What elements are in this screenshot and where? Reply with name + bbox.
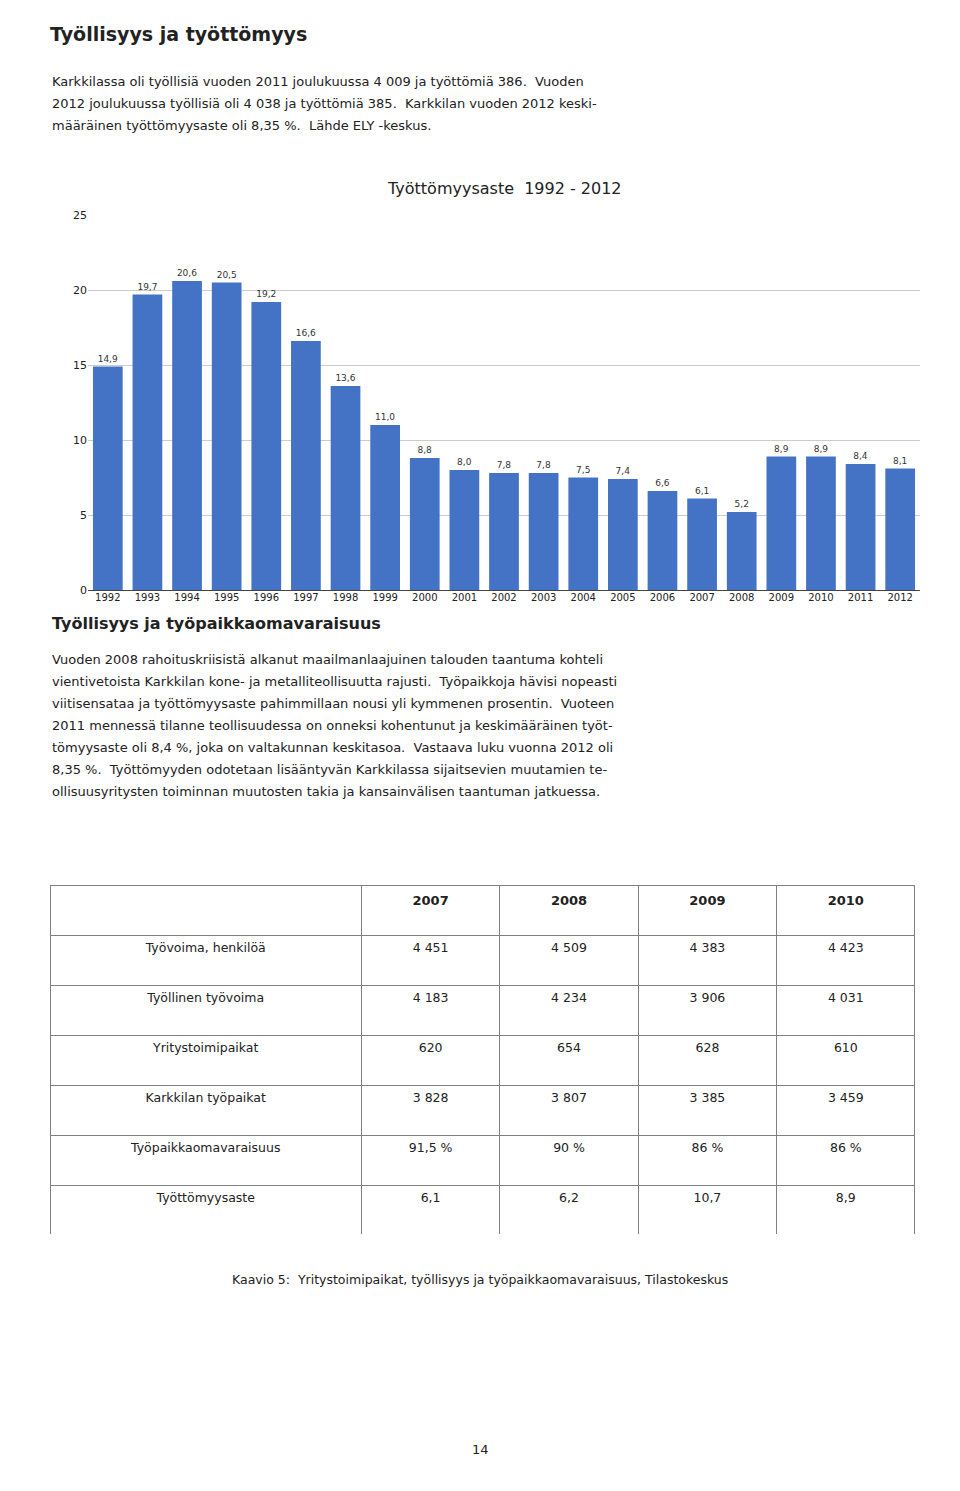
svg-text:2006: 2006 bbox=[650, 592, 675, 603]
svg-text:Työllisyys ja työttömyys: Työllisyys ja työttömyys bbox=[50, 23, 307, 45]
svg-text:7,8: 7,8 bbox=[497, 460, 512, 470]
svg-text:10,7: 10,7 bbox=[693, 1190, 721, 1205]
svg-text:1995: 1995 bbox=[214, 592, 239, 603]
svg-text:Karkkilassa oli työllisiä vuod: Karkkilassa oli työllisiä vuoden 2011 jo… bbox=[52, 74, 584, 89]
svg-text:Työllinen työvoima: Työllinen työvoima bbox=[146, 990, 264, 1005]
svg-text:15: 15 bbox=[73, 359, 87, 372]
svg-text:2005: 2005 bbox=[610, 592, 635, 603]
svg-text:2009: 2009 bbox=[689, 893, 725, 908]
svg-text:Työttömyysaste: Työttömyysaste bbox=[155, 1190, 255, 1205]
svg-text:Vuoden 2008 rahoituskriisistä: Vuoden 2008 rahoituskriisistä alkanut ma… bbox=[52, 652, 603, 667]
svg-text:Kaavio 5: Yritystoimipaikat,: Kaavio 5: Yritystoimipaikat, työllisyys … bbox=[232, 1272, 728, 1287]
svg-text:4 031: 4 031 bbox=[828, 990, 864, 1005]
svg-text:654: 654 bbox=[557, 1040, 581, 1055]
svg-text:Karkkilan työpaikat: Karkkilan työpaikat bbox=[146, 1090, 266, 1105]
svg-text:2011: 2011 bbox=[848, 592, 873, 603]
svg-text:5,2: 5,2 bbox=[735, 499, 749, 509]
svg-text:2002: 2002 bbox=[491, 592, 516, 603]
svg-text:2012: 2012 bbox=[887, 592, 912, 603]
svg-text:Työpaikkaomavaraisuus: Työpaikkaomavaraisuus bbox=[130, 1140, 280, 1155]
svg-text:86 %: 86 % bbox=[692, 1140, 724, 1155]
svg-text:8,9: 8,9 bbox=[774, 444, 789, 454]
svg-text:vientivetoista Karkkilan kone-: vientivetoista Karkkilan kone- ja metall… bbox=[52, 674, 617, 689]
svg-text:8,0: 8,0 bbox=[457, 457, 472, 467]
svg-text:2007: 2007 bbox=[689, 592, 714, 603]
svg-text:91,5 %: 91,5 % bbox=[409, 1140, 453, 1155]
svg-text:19,2: 19,2 bbox=[256, 289, 276, 299]
svg-text:7,8: 7,8 bbox=[536, 460, 551, 470]
svg-text:8,1: 8,1 bbox=[893, 456, 907, 466]
svg-text:8,8: 8,8 bbox=[417, 445, 432, 455]
svg-text:610: 610 bbox=[834, 1040, 858, 1055]
svg-text:0: 0 bbox=[80, 584, 87, 597]
svg-text:2012 joulukuussa työllisiä oli: 2012 joulukuussa työllisiä oli 4 038 ja … bbox=[52, 96, 597, 111]
svg-text:1997: 1997 bbox=[293, 592, 318, 603]
svg-text:määräinen työttömyysaste oli 8: määräinen työttömyysaste oli 8,35 %. Läh… bbox=[52, 118, 431, 133]
svg-text:3 459: 3 459 bbox=[828, 1090, 864, 1105]
svg-text:2003: 2003 bbox=[531, 592, 556, 603]
svg-text:11,0: 11,0 bbox=[375, 412, 395, 422]
svg-text:14: 14 bbox=[472, 1442, 489, 1457]
svg-text:1996: 1996 bbox=[254, 592, 279, 603]
svg-text:90 %: 90 % bbox=[553, 1140, 585, 1155]
svg-text:14,9: 14,9 bbox=[98, 354, 118, 364]
svg-text:5: 5 bbox=[80, 509, 87, 522]
svg-text:3 807: 3 807 bbox=[551, 1090, 587, 1105]
svg-text:8,9: 8,9 bbox=[814, 444, 829, 454]
svg-text:7,4: 7,4 bbox=[616, 466, 631, 476]
svg-text:7,5: 7,5 bbox=[576, 465, 590, 475]
svg-text:8,35 %. Työttömyyden odotetaa: 8,35 %. Työttömyyden odotetaan lisääntyv… bbox=[52, 762, 607, 777]
svg-text:1999: 1999 bbox=[372, 592, 397, 603]
svg-text:1993: 1993 bbox=[135, 592, 160, 603]
svg-text:1994: 1994 bbox=[174, 592, 199, 603]
svg-text:19,7: 19,7 bbox=[137, 282, 157, 292]
svg-text:tömyysaste oli 8,4 %, joka on: tömyysaste oli 8,4 %, joka on valtakunna… bbox=[52, 740, 613, 755]
svg-text:6,1: 6,1 bbox=[695, 486, 709, 496]
svg-text:4 383: 4 383 bbox=[690, 940, 726, 955]
svg-text:10: 10 bbox=[73, 434, 87, 447]
svg-text:Työllisyys ja työpaikkaomavara: Työllisyys ja työpaikkaomavaraisuus bbox=[52, 614, 381, 633]
svg-text:16,6: 16,6 bbox=[296, 328, 316, 338]
svg-text:2008: 2008 bbox=[551, 893, 587, 908]
svg-text:25: 25 bbox=[73, 209, 87, 222]
svg-text:4 451: 4 451 bbox=[413, 940, 449, 955]
svg-text:Työttömyysaste 1992 - 2012: Työttömyysaste 1992 - 2012 bbox=[387, 179, 622, 198]
svg-text:1992: 1992 bbox=[95, 592, 120, 603]
svg-text:6,1: 6,1 bbox=[421, 1190, 441, 1205]
svg-text:20,6: 20,6 bbox=[177, 268, 197, 278]
svg-text:2009: 2009 bbox=[769, 592, 794, 603]
svg-text:4 183: 4 183 bbox=[413, 990, 449, 1005]
svg-text:20,5: 20,5 bbox=[217, 270, 237, 280]
svg-text:3 828: 3 828 bbox=[413, 1090, 449, 1105]
svg-text:4 234: 4 234 bbox=[551, 990, 587, 1005]
svg-text:ollisuusyritysten toiminnan mu: ollisuusyritysten toiminnan muutosten ta… bbox=[52, 784, 600, 799]
svg-text:628: 628 bbox=[695, 1040, 719, 1055]
svg-text:2010: 2010 bbox=[828, 893, 864, 908]
svg-text:6,6: 6,6 bbox=[655, 478, 670, 488]
svg-text:13,6: 13,6 bbox=[335, 373, 355, 383]
svg-text:6,2: 6,2 bbox=[559, 1190, 579, 1205]
svg-text:86 %: 86 % bbox=[830, 1140, 862, 1155]
svg-text:2001: 2001 bbox=[452, 592, 477, 603]
svg-text:2010: 2010 bbox=[808, 592, 833, 603]
svg-text:2000: 2000 bbox=[412, 592, 437, 603]
svg-text:2004: 2004 bbox=[571, 592, 596, 603]
svg-text:Yritystoimipaikat: Yritystoimipaikat bbox=[152, 1040, 258, 1055]
svg-text:2008: 2008 bbox=[729, 592, 754, 603]
svg-text:8,9: 8,9 bbox=[836, 1190, 856, 1205]
svg-text:1998: 1998 bbox=[333, 592, 358, 603]
svg-text:3 906: 3 906 bbox=[690, 990, 726, 1005]
svg-text:viitisensataa ja työttömyysast: viitisensataa ja työttömyysaste pahimmil… bbox=[52, 696, 614, 711]
svg-text:2011 mennessä tilanne teollisu: 2011 mennessä tilanne teollisuudessa on … bbox=[52, 718, 613, 733]
svg-text:20: 20 bbox=[73, 284, 87, 297]
svg-text:2007: 2007 bbox=[413, 893, 449, 908]
svg-text:4 423: 4 423 bbox=[828, 940, 864, 955]
svg-text:3 385: 3 385 bbox=[690, 1090, 726, 1105]
svg-text:620: 620 bbox=[419, 1040, 443, 1055]
svg-text:Työvoima, henkilöä: Työvoima, henkilöä bbox=[145, 940, 266, 955]
svg-text:8,4: 8,4 bbox=[853, 451, 868, 461]
svg-text:4 509: 4 509 bbox=[551, 940, 587, 955]
